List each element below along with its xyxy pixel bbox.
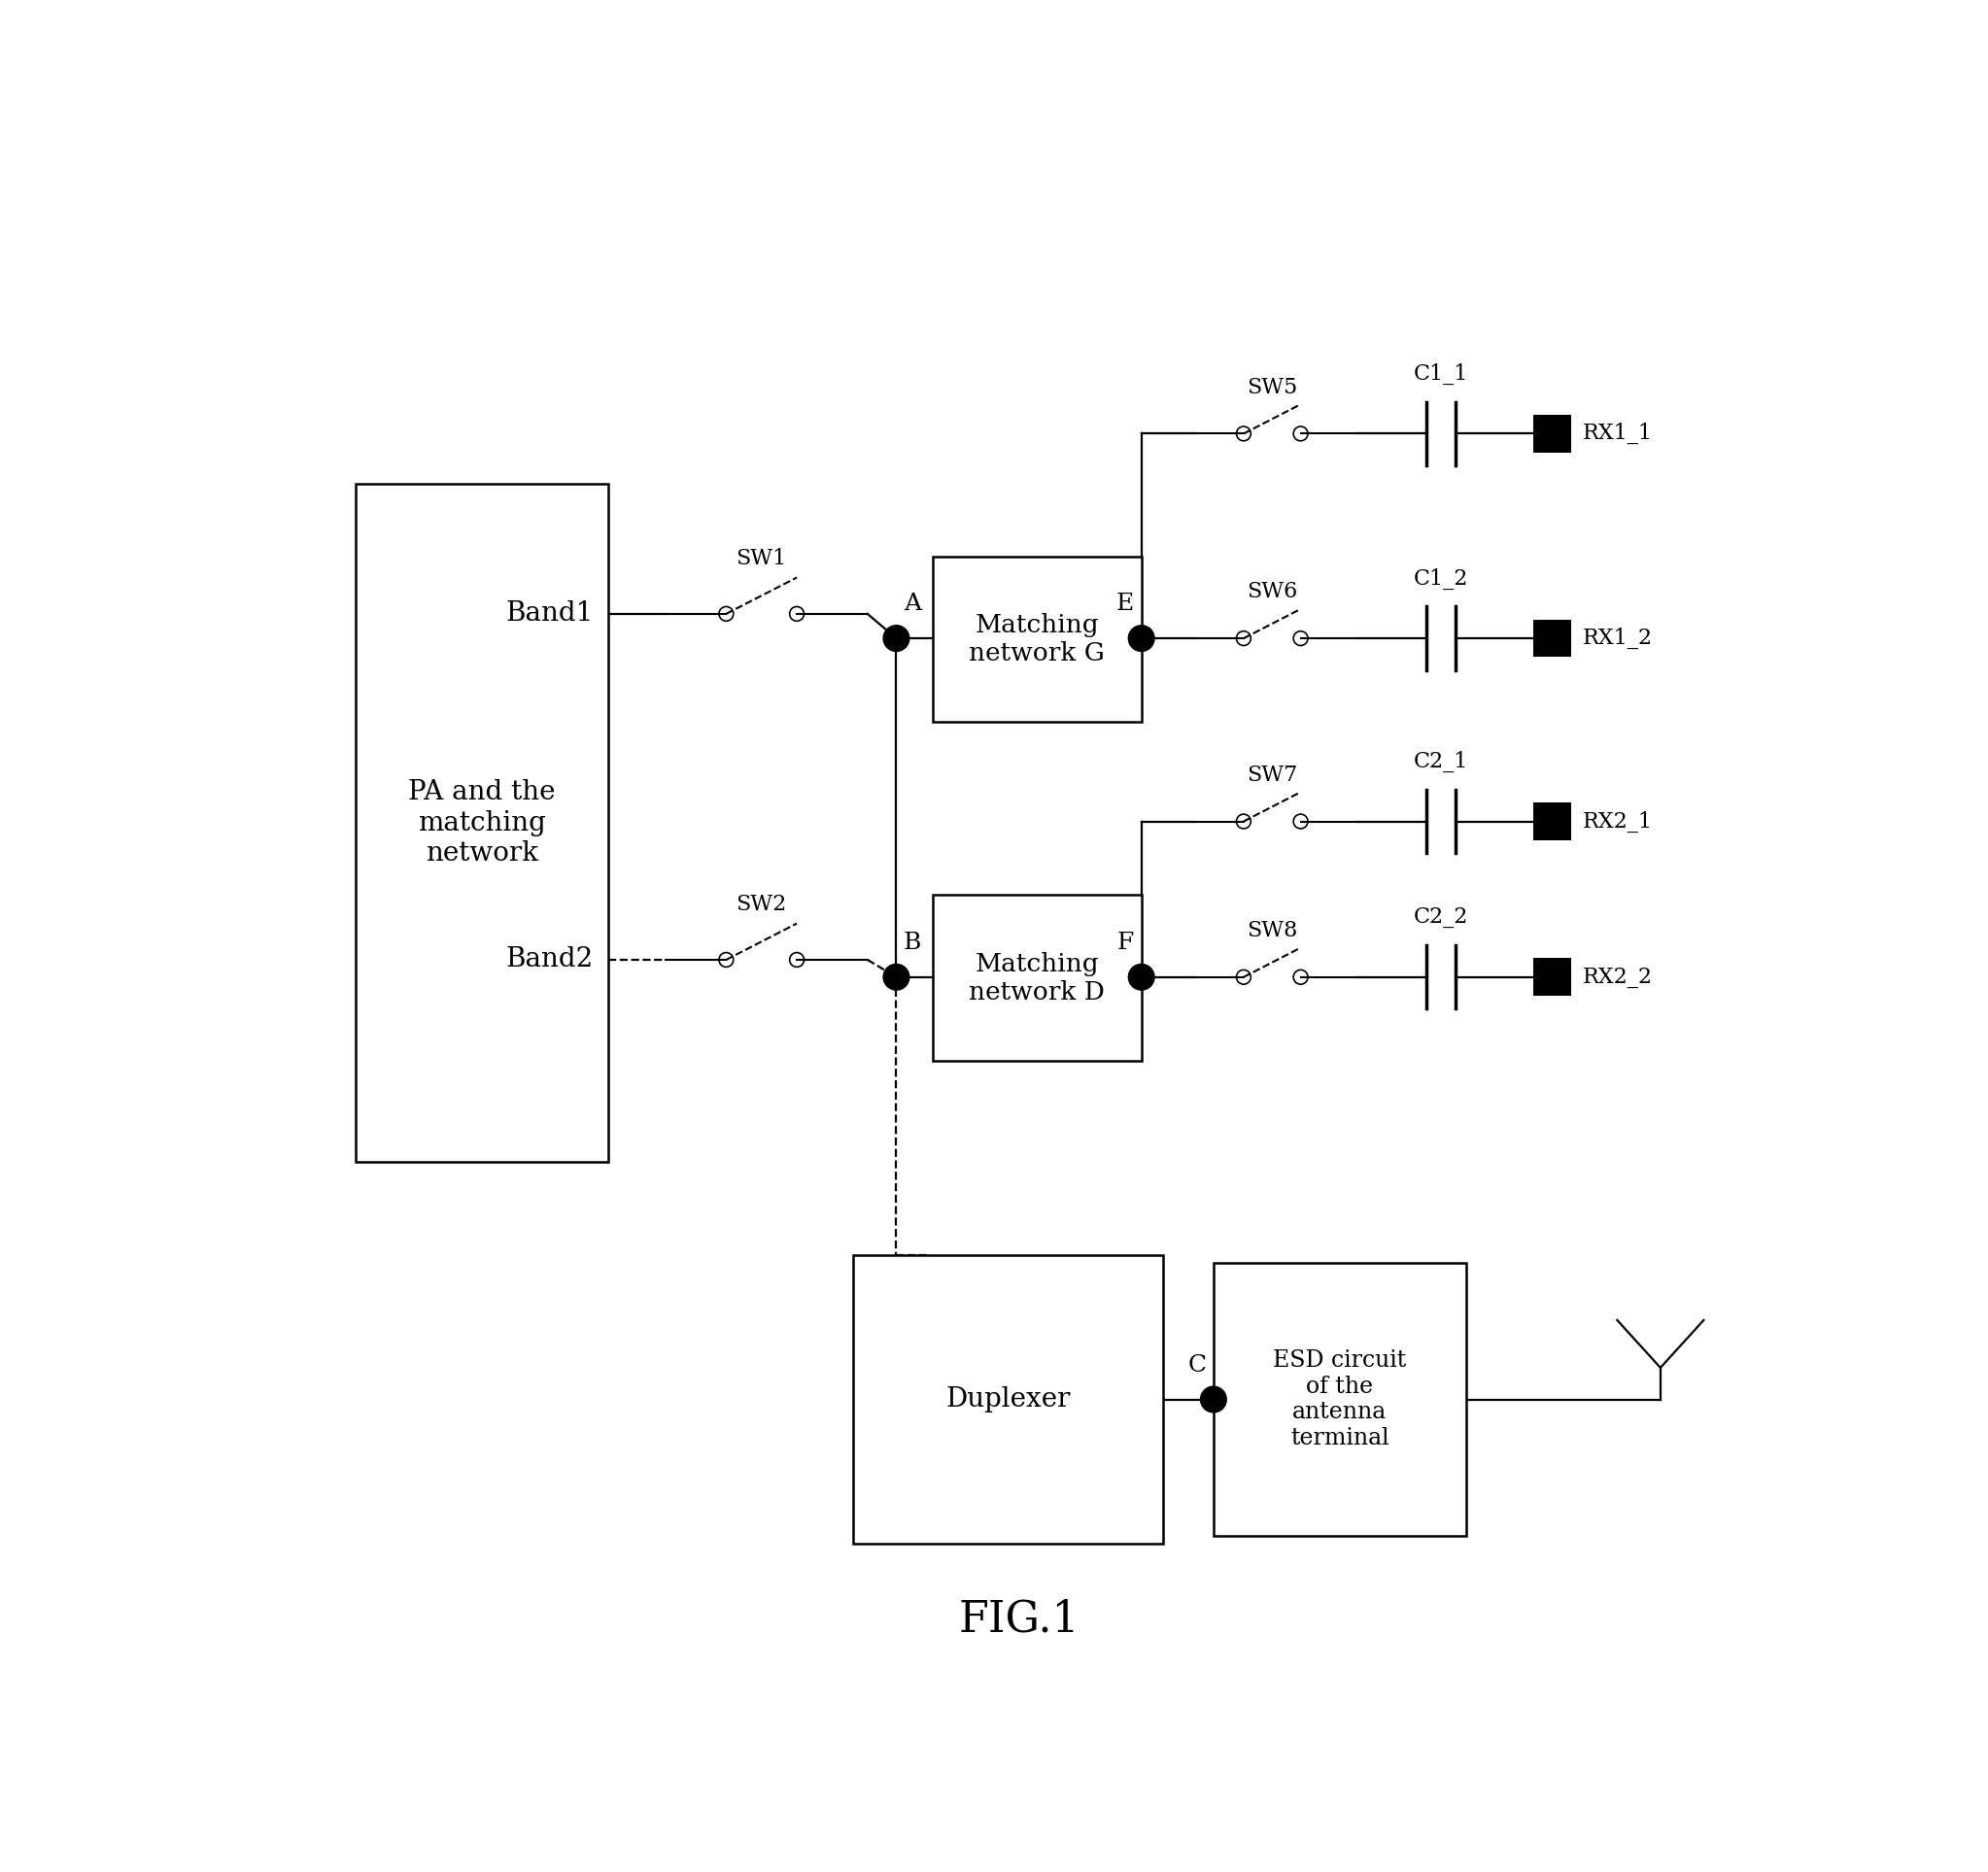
Text: Band2: Band2 <box>505 947 594 973</box>
Text: F: F <box>1117 932 1135 955</box>
Text: SW6: SW6 <box>1246 580 1298 603</box>
Text: C2_1: C2_1 <box>1413 751 1469 773</box>
Text: SW7: SW7 <box>1246 764 1298 786</box>
Text: ESD circuit
of the
antenna
terminal: ESD circuit of the antenna terminal <box>1272 1350 1406 1449</box>
FancyBboxPatch shape <box>1533 416 1571 453</box>
Text: RX1_1: RX1_1 <box>1582 423 1652 444</box>
FancyBboxPatch shape <box>1533 803 1571 841</box>
FancyBboxPatch shape <box>1533 620 1571 657</box>
Text: SW1: SW1 <box>736 548 787 569</box>
Text: RX2_1: RX2_1 <box>1582 811 1652 833</box>
Text: RX2_2: RX2_2 <box>1582 966 1652 988</box>
Text: A: A <box>903 593 920 616</box>
Circle shape <box>1129 964 1155 990</box>
Text: FIG.1: FIG.1 <box>958 1599 1079 1640</box>
Text: C: C <box>1187 1353 1207 1376</box>
Text: RX1_2: RX1_2 <box>1582 627 1652 650</box>
Circle shape <box>1129 625 1155 651</box>
Text: SW2: SW2 <box>736 895 787 915</box>
Text: Matching
network G: Matching network G <box>968 612 1105 665</box>
Text: Matching
network D: Matching network D <box>968 951 1105 1003</box>
Text: Duplexer: Duplexer <box>946 1387 1070 1413</box>
Circle shape <box>883 964 909 990</box>
FancyBboxPatch shape <box>1533 958 1571 996</box>
Text: C1_2: C1_2 <box>1413 567 1469 590</box>
Text: Band1: Band1 <box>505 601 594 627</box>
Circle shape <box>1201 1387 1227 1411</box>
FancyBboxPatch shape <box>853 1256 1163 1544</box>
Text: C2_2: C2_2 <box>1413 906 1469 929</box>
Text: B: B <box>903 932 920 955</box>
Text: SW8: SW8 <box>1246 919 1298 942</box>
Text: C1_1: C1_1 <box>1413 363 1469 384</box>
FancyBboxPatch shape <box>932 556 1141 723</box>
Circle shape <box>883 625 909 651</box>
FancyBboxPatch shape <box>1213 1262 1465 1537</box>
FancyBboxPatch shape <box>356 485 608 1161</box>
Text: PA and the
matching
network: PA and the matching network <box>408 779 555 867</box>
Text: E: E <box>1117 593 1135 616</box>
Text: SW5: SW5 <box>1246 376 1298 399</box>
FancyBboxPatch shape <box>932 895 1141 1061</box>
